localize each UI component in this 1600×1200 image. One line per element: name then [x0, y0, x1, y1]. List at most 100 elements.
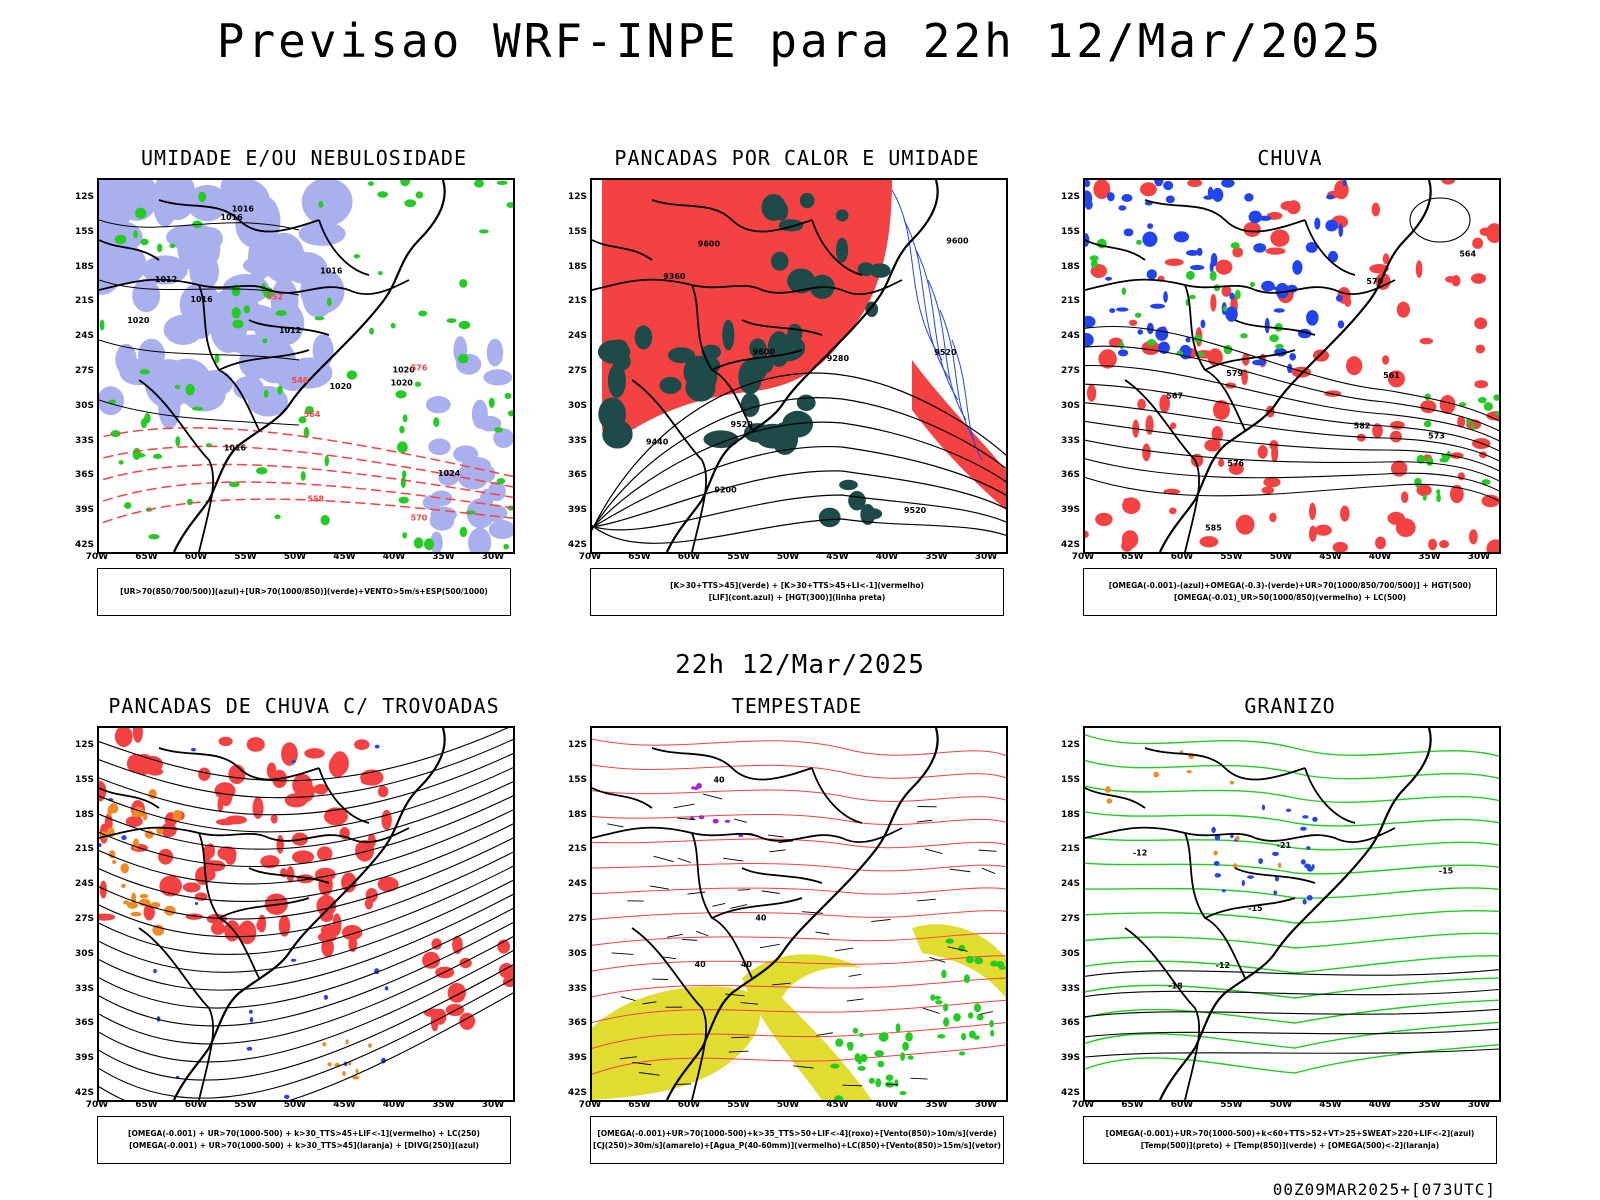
- temp500-contours: [1085, 969, 1499, 1058]
- legend-line: [LIF](cont.azul) + [HGT(300)](linha pret…: [708, 593, 886, 602]
- latitude-label: 36S: [1060, 1018, 1080, 1029]
- longitude-label: 70W: [578, 1100, 602, 1110]
- latitude-label: 39S: [1060, 505, 1080, 516]
- longitude-label: 30W: [1467, 552, 1491, 562]
- instability-green-ocean: [818, 479, 883, 528]
- map-panel-5: TEMPESTADE 40 40 40 40 12S 15S 18S 21S 24S 27S 30S 3…: [568, 694, 1008, 1164]
- latitude-label: 30S: [74, 400, 94, 411]
- longitude-label: 55W: [234, 1100, 257, 1110]
- map-canvas: [99, 728, 513, 1100]
- latitude-label: 15S: [74, 774, 94, 785]
- contour-label: 1020: [391, 379, 414, 388]
- contour-label: 1016: [220, 213, 243, 222]
- longitude-label: 65W: [135, 1100, 158, 1110]
- panel-title: PANCADAS POR CALOR E UMIDADE: [614, 146, 980, 170]
- map-panel-2: PANCADAS POR CALOR E UMIDADE 9600 9520 9600…: [568, 146, 1008, 616]
- contour-label: 1016: [190, 295, 213, 304]
- latitude-label: 27S: [74, 366, 94, 376]
- longitude-label: 40W: [382, 1100, 406, 1110]
- longitude-label: 55W: [1220, 552, 1243, 562]
- latitude-label: 33S: [567, 983, 587, 994]
- latitude-label: 24S: [74, 331, 94, 342]
- longitude-label: 50W: [283, 1100, 307, 1110]
- latitude-label: 18S: [1060, 261, 1080, 272]
- contour-label: 564: [1459, 249, 1476, 258]
- contour-label: 570: [1366, 277, 1383, 286]
- map-canvas: 40 40 40 40: [592, 728, 1006, 1100]
- contour-labels: 9600 9520 9600 9520 9440 9360 9280 9200 9520 9600: [646, 236, 969, 515]
- latitude-label: 27S: [567, 366, 587, 376]
- contour-label: 1020: [393, 365, 416, 374]
- longitude-label: 60W: [1170, 552, 1194, 562]
- panel-legend: [OMEGA(-0.001)-(azul)+OMEGA(-0.3)-(verde…: [1083, 568, 1497, 616]
- latitude-label: 24S: [1060, 331, 1080, 342]
- latitude-label: 15S: [1060, 226, 1080, 237]
- thunder-red-ocean: [422, 935, 513, 1032]
- contour-label: 585: [1205, 524, 1222, 533]
- contour-label: 564: [304, 410, 321, 419]
- map-panel-6: GRANIZO -15 -12 -18 -15 -12 -21 12S 15S 18S 21S 24S…: [1061, 694, 1501, 1164]
- map-canvas: -15 -12 -18 -15 -12 -21: [1085, 728, 1499, 1100]
- contour-labels: 40 40 40 40: [695, 775, 767, 969]
- forecast-map: [97, 726, 515, 1102]
- latitude-label: 30S: [567, 400, 587, 411]
- latitude-label: 18S: [567, 261, 587, 272]
- latitude-label: 24S: [1060, 879, 1080, 890]
- latitude-label: 42S: [74, 1088, 94, 1098]
- longitude-label: 45W: [1319, 552, 1342, 562]
- coastline-and-borders: [1085, 728, 1432, 1100]
- longitude-label: 35W: [1418, 552, 1441, 562]
- panel-title: PANCADAS DE CHUVA C/ TROVOADAS: [108, 694, 500, 718]
- panel-title: CHUVA: [1257, 146, 1323, 170]
- longitude-label: 60W: [1170, 1100, 1194, 1110]
- contour-label: -15: [1248, 904, 1263, 913]
- longitude-label: 65W: [1121, 1100, 1144, 1110]
- contour-label: 40: [755, 913, 767, 922]
- thunder-orange-ocean: [322, 1039, 372, 1080]
- latitude-label: 12S: [1060, 192, 1080, 202]
- longitude-label: 55W: [727, 1100, 750, 1110]
- longitude-label: 50W: [283, 552, 307, 562]
- contour-label: 1012: [279, 326, 301, 335]
- latitude-label: 18S: [74, 809, 94, 820]
- contour-label: 576: [411, 363, 428, 372]
- panel-legend: [K>30+TTS>45](verde) + [K>30+TTS>45+LI<-…: [590, 568, 1004, 616]
- latitude-label: 12S: [74, 192, 94, 202]
- latitude-label: 30S: [1060, 948, 1080, 959]
- longitude-label: 50W: [1269, 552, 1293, 562]
- panel-title: TEMPESTADE: [731, 694, 863, 718]
- contour-label: 1020: [127, 316, 150, 325]
- latitude-label: 18S: [74, 261, 94, 272]
- wind-green: [830, 1023, 914, 1100]
- legend-line: [OMEGA(-0.001)-(azul)+OMEGA(-0.3)-(verde…: [1108, 581, 1472, 590]
- hgt500-contours: [1085, 197, 1499, 502]
- longitude-label: 45W: [333, 1100, 356, 1110]
- longitude-label: 45W: [826, 552, 849, 562]
- latitude-label: 15S: [74, 226, 94, 237]
- legend-line: [OMEGA(-0.01)_UR>50(1000/850)(vermelho) …: [1173, 593, 1407, 602]
- legend-line: [OMEGA(-0.001) + UR>70(1000-500) + k>30_…: [128, 1129, 480, 1138]
- longitude-label: 35W: [432, 1100, 455, 1110]
- latitude-label: 36S: [74, 1018, 94, 1029]
- latitude-label: 24S: [567, 331, 587, 342]
- latitude-label: 33S: [567, 435, 587, 446]
- longitude-label: 65W: [1121, 552, 1144, 562]
- contour-labels: 585 582 579 576 573 570 567 564 561: [1166, 249, 1476, 532]
- longitude-label: 30W: [481, 1100, 505, 1110]
- map-canvas: 585 582 579 576 573 570 567 564 561: [1085, 180, 1499, 552]
- contour-label: 40: [713, 775, 725, 784]
- map-canvas: 9600 9520 9600 9520 9440 9360 9280 9200 9520 9600: [592, 180, 1006, 552]
- latitude-label: 27S: [1060, 366, 1080, 376]
- longitude-label: 70W: [85, 552, 109, 562]
- panel-legend: [OMEGA(-0.001)+UR>70(1000-500)+k<60+TTS>…: [1083, 1116, 1497, 1164]
- longitude-label: 55W: [1220, 1100, 1243, 1110]
- latitude-label: 15S: [1060, 774, 1080, 785]
- contour-label: 9280: [827, 354, 850, 363]
- latitude-label: 15S: [567, 226, 587, 237]
- longitude-label: 60W: [184, 552, 208, 562]
- latitude-label: 39S: [1060, 1053, 1080, 1064]
- latitude-label: 36S: [74, 470, 94, 481]
- latitude-label: 33S: [74, 435, 94, 446]
- lifted-index-contours: [891, 189, 983, 461]
- longitude-label: 30W: [481, 552, 505, 562]
